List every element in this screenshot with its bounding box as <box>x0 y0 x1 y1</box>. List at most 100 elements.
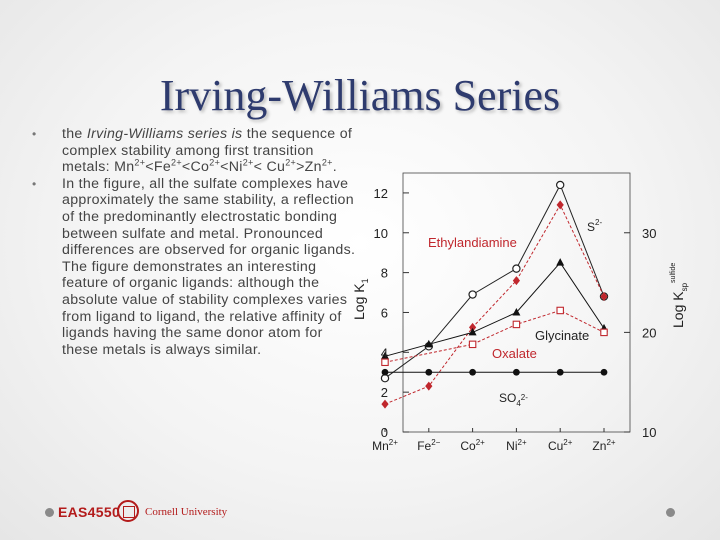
label-part: 2+ <box>476 438 485 447</box>
ion: Co <box>190 159 210 176</box>
label-part: Mn <box>372 439 389 453</box>
x-tick-label: Zn2+ <box>592 438 615 453</box>
ion: Cu <box>266 159 286 176</box>
chart-lines <box>384 183 605 405</box>
cornell-seal-icon <box>117 500 139 522</box>
data-point <box>468 327 477 336</box>
data-point <box>425 368 433 376</box>
ion: Mn <box>114 159 135 176</box>
label-part: SO <box>499 391 516 405</box>
series-line <box>384 183 605 379</box>
bullet-dot-icon: • <box>32 127 37 141</box>
ion-operator: < <box>253 159 263 176</box>
bullet-text: the <box>62 126 87 142</box>
data-point <box>469 368 476 376</box>
data-point <box>555 180 565 190</box>
data-point <box>556 368 564 376</box>
ion: Fe <box>153 159 172 176</box>
ion-operator: < <box>181 159 191 176</box>
label-part: Fe <box>417 439 431 453</box>
data-point <box>380 374 390 383</box>
ion-charge: 2+ <box>321 157 333 168</box>
bullet-list: • the Irving-Williams series is the sequ… <box>28 126 358 358</box>
university-logo: Cornell University <box>145 506 228 518</box>
label-part: Log K <box>670 291 686 328</box>
y-tick-label: 2 <box>381 385 388 400</box>
ion-charge: 2+ <box>134 157 146 168</box>
data-point <box>381 351 389 360</box>
slide-title: Irving-Williams Series <box>159 71 561 120</box>
data-point <box>512 264 521 273</box>
label-part: 2- <box>521 393 528 402</box>
ion: Zn <box>304 159 322 176</box>
ion: Ni <box>228 159 243 176</box>
bullet-item: • In the figure, all the sulfate complex… <box>28 176 358 359</box>
data-point <box>600 368 608 376</box>
label-part: 2+ <box>518 438 527 447</box>
data-point <box>381 399 389 409</box>
series-label: Ethylandiamine <box>428 235 517 250</box>
ion-sequence: Mn2+<Fe2+<Co2+<Ni2+< Cu2+>Zn2+. <box>114 157 337 176</box>
y-tick-label: 4 <box>381 345 388 360</box>
data-point <box>512 320 521 329</box>
course-logo: EAS4550 <box>58 504 121 520</box>
y-tick-label: 0 <box>381 425 388 440</box>
label-part: 2+ <box>606 438 615 447</box>
y-axis-label: Log K1 <box>351 278 370 320</box>
label-part: sp <box>680 282 689 291</box>
y-tick-label: 6 <box>381 305 388 320</box>
data-point <box>556 306 564 315</box>
label-part: 2− <box>431 438 440 447</box>
ion-charge: 2+ <box>285 157 297 168</box>
label-part: 1 <box>360 278 370 283</box>
chart-axes <box>384 172 631 433</box>
series-label: SO42- <box>499 391 528 408</box>
footer-dot-icon <box>45 508 54 517</box>
data-point <box>556 258 565 266</box>
x-tick-label: Cu2+ <box>548 438 573 453</box>
data-point <box>381 368 389 376</box>
data-point <box>381 358 389 367</box>
y2-tick-label: 20 <box>642 325 656 340</box>
series-line <box>384 203 605 405</box>
bullet-text: In the figure, all the sulfate complexes… <box>62 175 356 358</box>
label-part: 2- <box>595 218 602 227</box>
y-tick-label: 8 <box>381 266 388 281</box>
y2-tick-label: 30 <box>642 226 656 241</box>
data-point <box>468 290 477 299</box>
data-point <box>600 292 608 302</box>
ion-operator: < <box>145 159 154 176</box>
label-part: Oxalate <box>492 346 537 361</box>
data-point <box>512 307 521 316</box>
y-tick-label: 12 <box>374 186 388 201</box>
label-part: 2+ <box>389 438 398 447</box>
label-part: Co <box>460 439 476 453</box>
chart-markers <box>380 180 609 409</box>
y-tick-label: 10 <box>374 226 388 241</box>
series-label: Glycinate <box>535 328 589 343</box>
label-part: Ethylandiamine <box>428 235 517 250</box>
series-label: S2- <box>587 218 602 234</box>
ion-operator: . <box>332 159 337 176</box>
footer: EAS4550 Cornell University <box>0 500 720 530</box>
ion-charge: 2+ <box>242 157 254 168</box>
series-label: Oxalate <box>492 346 537 361</box>
label-part: S <box>587 220 595 234</box>
ion-charge: 2+ <box>209 157 221 168</box>
bullet-item: • the Irving-Williams series is the sequ… <box>28 126 358 176</box>
bullet-text: the sequence of complex stability among … <box>62 126 353 176</box>
label-part: Cu <box>548 439 563 453</box>
label-part: 2+ <box>563 438 572 447</box>
label-part: Zn <box>592 439 606 453</box>
ion-operator: < <box>220 159 229 176</box>
footer-dot-icon <box>666 508 675 517</box>
x-tick-label: Mn2+ <box>372 438 398 453</box>
bullet-emphasis: Irving-Williams series is <box>86 126 243 142</box>
label-part: Glycinate <box>535 328 589 343</box>
bullet-dot-icon: • <box>32 176 37 191</box>
x-tick-label: Co2+ <box>460 438 485 453</box>
data-point <box>468 340 477 349</box>
label-part: 4 <box>516 399 521 408</box>
